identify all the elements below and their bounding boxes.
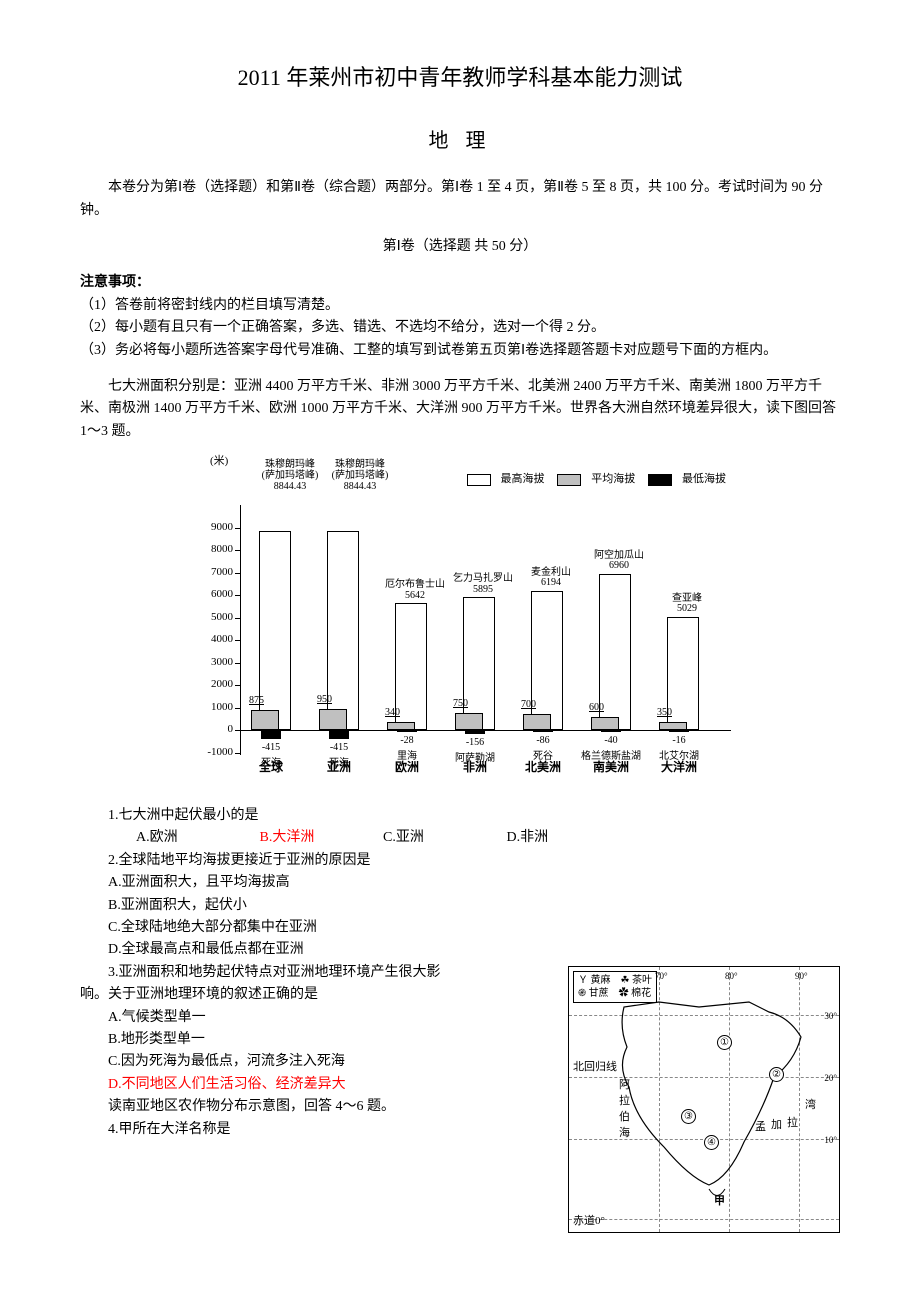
q2-opt-d: D.全球最高点和最低点都在亚洲 [80, 939, 840, 961]
notice-item: （2）每小题有且只有一个正确答案，多选、错选、不选均不给分，选对一个得 2 分。 [80, 317, 840, 339]
q1-opt-b: B.大洋洲 [232, 827, 352, 849]
q2-opt-c: C.全球陆地绝大部分都集中在亚洲 [80, 917, 840, 939]
bengal-1: 孟 [755, 1119, 766, 1137]
q1-opt-c: C.亚洲 [355, 827, 475, 849]
chart-legend: 最高海拔 平均海拔 最低海拔 [461, 471, 731, 489]
arabian-2: 拉 [619, 1093, 630, 1111]
q1-options: A.欧洲 B.大洋洲 C.亚洲 D.非洲 [80, 827, 840, 849]
subject-title: 地 理 [80, 125, 840, 157]
bengal-4: 湾 [805, 1097, 816, 1115]
map-marker-2: ② [769, 1067, 784, 1082]
notice-item: （1）答卷前将密封线内的栏目填写清楚。 [80, 295, 840, 317]
south-asia-crops-map: Ｙ 黄麻 ☘ 茶叶 ֎ 甘蔗 ✿ 棉花 70° 80° 90° 30° 20° … [568, 966, 840, 1233]
map-outline [569, 967, 839, 1232]
intro-paragraph: 本卷分为第Ⅰ卷（选择题）和第Ⅱ卷（综合题）两部分。第Ⅰ卷 1 至 4 页，第Ⅱ卷… [80, 177, 840, 222]
y-axis-unit: (米) [210, 453, 228, 471]
plot-area: -100001000200030004000500060007000800090… [240, 505, 731, 755]
q1-opt-a: A.欧洲 [108, 827, 228, 849]
equator-label: 赤道0° [573, 1213, 605, 1231]
notice-title: 注意事项： [80, 272, 840, 294]
elevation-bar-chart: (米) 珠穆朗玛峰(萨加玛塔峰)8844.43 珠穆朗玛峰(萨加玛塔峰)8844… [180, 457, 740, 797]
peak-label-globe: 珠穆朗玛峰(萨加玛塔峰)8844.43 [252, 459, 328, 492]
q1-stem: 1.七大洲中起伏最小的是 [80, 805, 840, 827]
ocean-jia: 甲 [714, 1193, 725, 1211]
q2-opt-a: A.亚洲面积大，且平均海拔高 [80, 872, 840, 894]
arabian-3: 伯 [619, 1109, 630, 1127]
map-marker-3: ③ [681, 1109, 696, 1124]
arabian-1: 阿 [619, 1077, 630, 1095]
bengal-2: 加 [771, 1117, 782, 1135]
bengal-3: 拉 [787, 1115, 798, 1133]
tropic-label: 北回归线 [573, 1059, 617, 1077]
q2-stem: 2.全球陆地平均海拔更接近于亚洲的原因是 [80, 850, 840, 872]
section-1-header: 第Ⅰ卷（选择题 共 50 分） [80, 236, 840, 258]
context-paragraph: 七大洲面积分别是：亚洲 4400 万平方千米、非洲 3000 万平方千米、北美洲… [80, 376, 840, 443]
q2-opt-b: B.亚洲面积大，起伏小 [80, 895, 840, 917]
legend-min: 最低海拔 [682, 473, 726, 485]
q1-opt-d: D.非洲 [479, 827, 599, 849]
peak-label-asia: 珠穆朗玛峰(萨加玛塔峰)8844.43 [322, 459, 398, 492]
arabian-4: 海 [619, 1125, 630, 1143]
main-title: 2011 年莱州市初中青年教师学科基本能力测试 [80, 60, 840, 95]
map-marker-4: ④ [704, 1135, 719, 1150]
notice-item: （3）务必将每小题所选答案字母代号准确、工整的填写到试卷第五页第Ⅰ卷选择题答题卡… [80, 340, 840, 362]
legend-max: 最高海拔 [501, 473, 545, 485]
map-marker-1: ① [717, 1035, 732, 1050]
legend-avg: 平均海拔 [591, 473, 635, 485]
